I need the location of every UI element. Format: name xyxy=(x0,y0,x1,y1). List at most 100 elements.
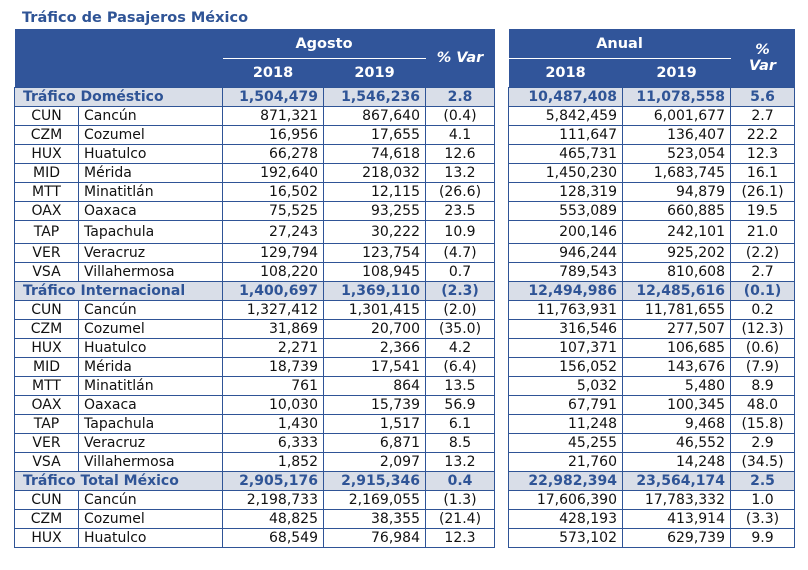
blank-header xyxy=(14,29,223,88)
section-row: Tráfico Total México 2,905,176 2,915,346 0.… xyxy=(14,471,495,491)
anual-2019: 100,345 xyxy=(622,395,731,415)
agosto-2019: 2,366 xyxy=(323,338,426,358)
anual-var: 16.1 xyxy=(730,163,795,183)
table-row: 156,052 143,676 (7.9) xyxy=(508,357,795,377)
section-row: Tráfico Internacional 1,400,697 1,369,110(… xyxy=(14,281,495,301)
anual-2018: 465,731 xyxy=(508,144,623,164)
anual-2019: 143,676 xyxy=(622,357,731,377)
anual-2018: 45,255 xyxy=(508,433,623,453)
agosto-var: 0.7 xyxy=(425,262,495,282)
agosto-2018: 129,794 xyxy=(222,243,324,263)
agosto-var: 4.1 xyxy=(425,125,495,145)
agosto-2019: 1,546,236 xyxy=(323,87,426,107)
table-row: TAP Tapachula 1,430 1,517 6.1 xyxy=(14,414,495,434)
airport-code: MID xyxy=(14,163,79,183)
table-row: MID Mérida 18,739 17,541 (6.4) xyxy=(14,357,495,377)
var-word: Var xyxy=(748,58,777,74)
airport-code: TAP xyxy=(14,220,79,244)
agosto-var: (26.6) xyxy=(425,182,495,202)
airport-code: OAX xyxy=(14,201,79,221)
airport-name: Oaxaca xyxy=(78,201,223,221)
table-row: MID Mérida 192,640 218,032 13.2 xyxy=(14,163,495,183)
section-name: Tráfico Internacional xyxy=(14,281,223,301)
airport-name: Cancún xyxy=(78,490,223,510)
airport-name: Veracruz xyxy=(78,433,223,453)
agosto-2018: 31,869 xyxy=(222,319,324,339)
anual-var: 2.7 xyxy=(730,106,795,126)
anual-2018: 107,371 xyxy=(508,338,623,358)
anual-var: (12.3) xyxy=(730,319,795,339)
airport-code: VER xyxy=(14,433,79,453)
table-row: 21,760 14,248 (34.5) xyxy=(508,452,795,472)
anual-2019: 242,101 xyxy=(622,220,731,244)
table-row: 1,450,230 1,683,745 16.1 xyxy=(508,163,795,183)
table-row: 553,089 660,885 19.5 xyxy=(508,201,795,221)
airport-code: MTT xyxy=(14,376,79,396)
agosto-var: (0.4) xyxy=(425,106,495,126)
airport-name: Cozumel xyxy=(78,125,223,145)
anual-2018: 5,842,459 xyxy=(508,106,623,126)
anual-var: 0.2 xyxy=(730,300,795,320)
agosto-2018: 16,956 xyxy=(222,125,324,145)
agosto-2019: 15,739 xyxy=(323,395,426,415)
agosto-2018: 1,430 xyxy=(222,414,324,434)
table-row: VSA Villahermosa 108,220 108,945 0.7 xyxy=(14,262,495,282)
anual-2018: 128,319 xyxy=(508,182,623,202)
anual-2018: 11,763,931 xyxy=(508,300,623,320)
agosto-2019: 74,618 xyxy=(323,144,426,164)
anual-2019: 17,783,332 xyxy=(622,490,731,510)
agosto-var: (4.7) xyxy=(425,243,495,263)
airport-code: CZM xyxy=(14,509,79,529)
anual-2019: 94,879 xyxy=(622,182,731,202)
anual-2018: 946,244 xyxy=(508,243,623,263)
agosto-var: 6.1 xyxy=(425,414,495,434)
var-pct: % xyxy=(755,42,770,58)
airport-code: MID xyxy=(14,357,79,377)
agosto-2018: 108,220 xyxy=(222,262,324,282)
section-name: Tráfico Doméstico xyxy=(14,87,223,107)
section-row: Tráfico Doméstico 1,504,479 1,546,236 2.8 xyxy=(14,87,495,107)
agosto-2019: 867,640 xyxy=(323,106,426,126)
agosto-var: 0.4 xyxy=(425,471,495,491)
table-row: 946,244 925,202 (2.2) xyxy=(508,243,795,263)
airport-name: Huatulco xyxy=(78,144,223,164)
section-row: 12,494,986 12,485,616 (0.1) xyxy=(508,281,795,301)
agosto-2019: 108,945 xyxy=(323,262,426,282)
anual-2019: 23,564,174 xyxy=(622,471,731,491)
anual-2019: 629,739 xyxy=(622,528,731,548)
airport-code: HUX xyxy=(14,144,79,164)
airport-name: Huatulco xyxy=(78,338,223,358)
page-title: Tráfico de Pasajeros México xyxy=(22,10,249,26)
agosto-2019: 864 xyxy=(323,376,426,396)
airport-code: VER xyxy=(14,243,79,263)
anual-2019: 46,552 xyxy=(622,433,731,453)
airport-name: Cancún xyxy=(78,300,223,320)
section-name: Tráfico Total México xyxy=(14,471,223,491)
agosto-2018: 871,321 xyxy=(222,106,324,126)
anual-2018: 5,032 xyxy=(508,376,623,396)
table-row: 128,319 94,879 (26.1) xyxy=(508,182,795,202)
airport-code: CZM xyxy=(14,125,79,145)
anual-2018: 156,052 xyxy=(508,357,623,377)
anual-2019: 14,248 xyxy=(622,452,731,472)
agosto-2019: 2,169,055 xyxy=(323,490,426,510)
anual-var: 2.7 xyxy=(730,262,795,282)
agosto-2019: 2,097 xyxy=(323,452,426,472)
agosto-2018: 2,271 xyxy=(222,338,324,358)
table-row: VER Veracruz 129,794 123,754 (4.7) xyxy=(14,243,495,263)
table-row: 5,032 5,480 8.9 xyxy=(508,376,795,396)
table-row: VER Veracruz 6,333 6,871 8.5 xyxy=(14,433,495,453)
agosto-2018: 75,525 xyxy=(222,201,324,221)
table-row: CUN Cancún 871,321 867,640 (0.4) xyxy=(14,106,495,126)
anual-2019: 1,683,745 xyxy=(622,163,731,183)
anual-2018: 553,089 xyxy=(508,201,623,221)
anual-2019: 413,914 xyxy=(622,509,731,529)
agosto-2019: 38,355 xyxy=(323,509,426,529)
anual-2019: 12,485,616 xyxy=(622,281,731,301)
anual-2018: 21,760 xyxy=(508,452,623,472)
agosto-2018: 761 xyxy=(222,376,324,396)
table-row: VSA Villahermosa 1,852 2,097 13.2 xyxy=(14,452,495,472)
anual-2019: 277,507 xyxy=(622,319,731,339)
anual-2019: 660,885 xyxy=(622,201,731,221)
agosto-2018: 2,198,733 xyxy=(222,490,324,510)
